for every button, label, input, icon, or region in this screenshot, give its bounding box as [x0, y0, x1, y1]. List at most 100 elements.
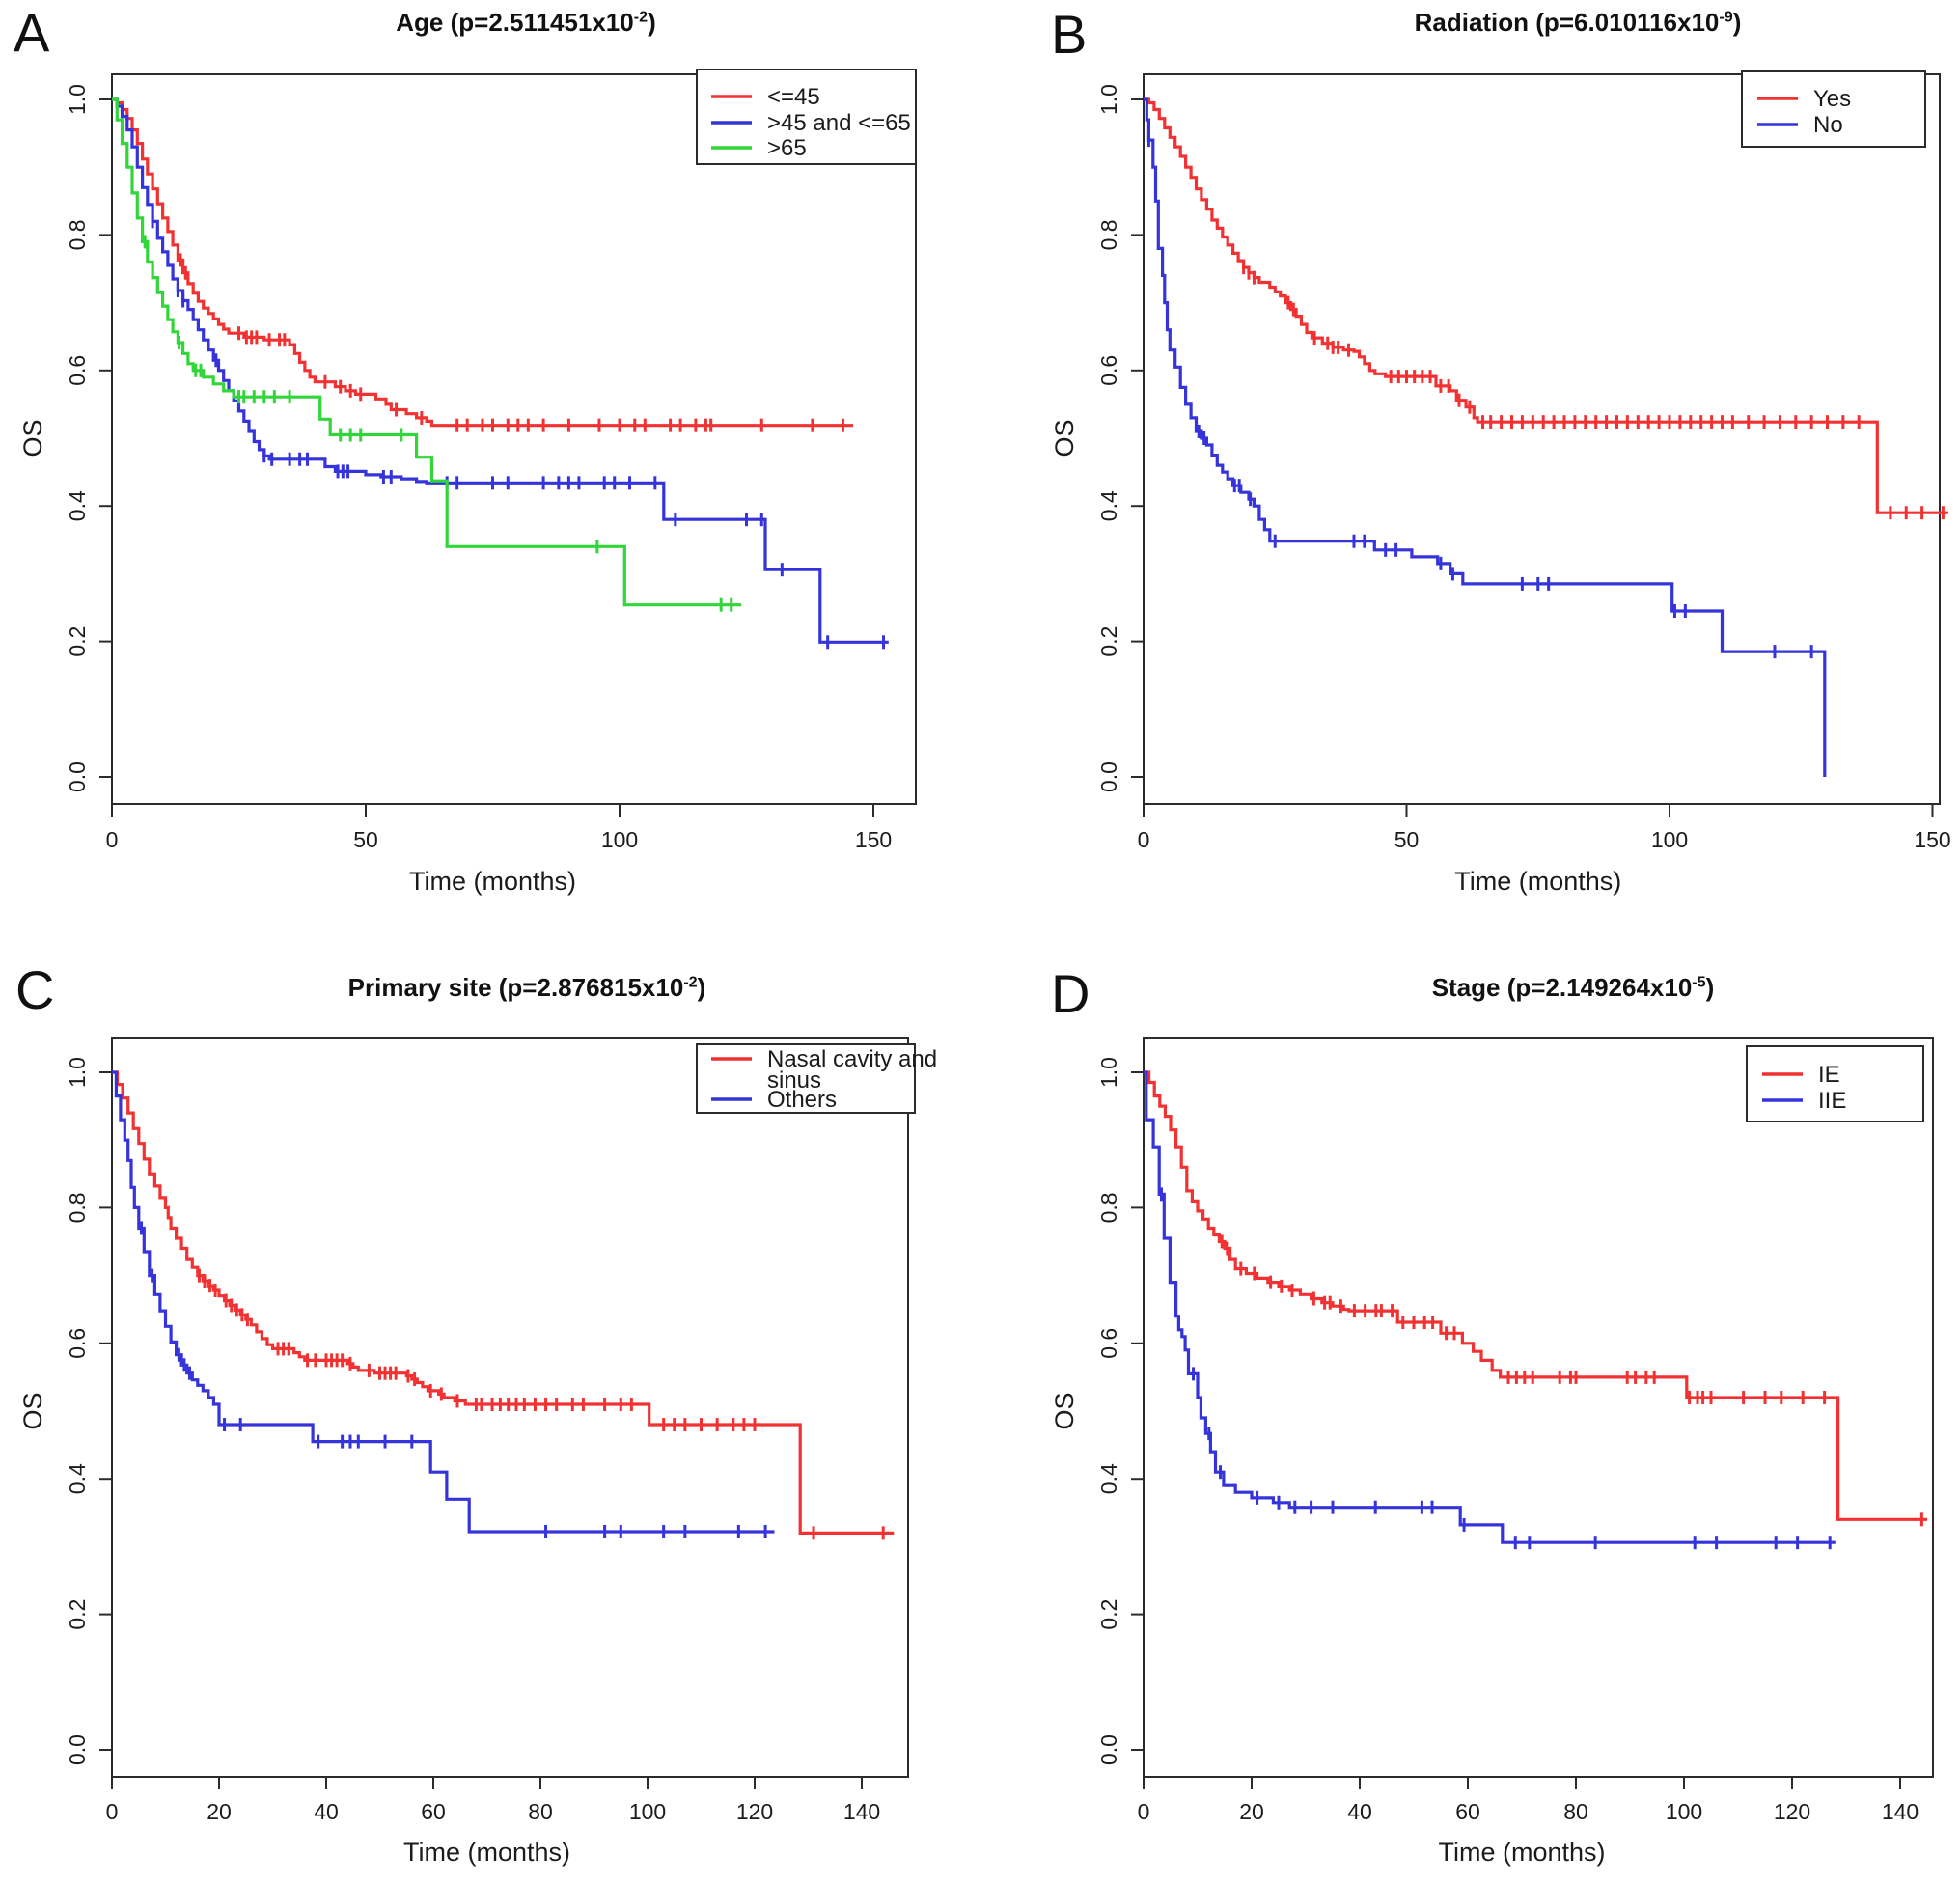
y-tick-label: 0.2	[1096, 626, 1121, 657]
km-plot-C: 0.0 0.2 0.4 0.6 0.8 1.0 0 20 40 60 80 100 120 140 OS Ti…	[18, 1037, 937, 1867]
y-tick-label: 1.0	[1096, 1057, 1121, 1088]
x-tick-label: 140	[843, 1799, 880, 1824]
series-yes	[1144, 97, 1948, 520]
panel-title-c: Primary site (p=2.876815x10-2)	[348, 973, 706, 1003]
km-curve	[1144, 97, 1948, 514]
x-tick-label: 20	[1239, 1799, 1264, 1824]
y-tick-label: 0.0	[65, 762, 90, 792]
panel-letter-c: C	[15, 959, 55, 1020]
title-close: )	[1732, 8, 1742, 37]
y-axis-label: OS	[1050, 419, 1079, 457]
plot-frame	[1143, 1037, 1934, 1778]
panel-C: C Primary site (p=2.876815x10-2) 0.0 0.2 0…	[0, 942, 980, 1884]
legend-label: >65	[767, 135, 807, 161]
x-tick-label: 150	[855, 827, 892, 852]
plot-frame	[1143, 73, 1941, 805]
x-tick-label: 60	[1455, 1799, 1480, 1824]
y-tick-label: 0.8	[1096, 1192, 1121, 1223]
y-tick-label: 1.0	[65, 84, 90, 115]
y-axis: 0.0 0.2 0.4 0.6 0.8 1.0	[1096, 1057, 1144, 1765]
x-tick-label: 0	[106, 827, 119, 852]
y-tick-label: 0.6	[1096, 355, 1121, 386]
y-axis: 0.0 0.2 0.4 0.6 0.8 1.0	[65, 84, 112, 792]
km-curve	[1144, 97, 1827, 777]
title-exponent: -9	[1719, 8, 1733, 26]
y-axis: 0.0 0.2 0.4 0.6 0.8 1.0	[1096, 84, 1144, 792]
y-axis: 0.0 0.2 0.4 0.6 0.8 1.0	[65, 1057, 112, 1765]
panel-A: A Age (p=2.511451x10-2) 0.0 0.2 0.4 0.6 0.8 1…	[0, 0, 980, 942]
title-close: )	[1705, 973, 1715, 1002]
y-tick-label: 0.8	[65, 219, 90, 250]
legend-label: IE	[1818, 1062, 1840, 1088]
km-curve	[112, 1070, 895, 1535]
km-plot-B: 0.0 0.2 0.4 0.6 0.8 1.0 0 50 100 150 OS Time (month…	[1050, 70, 1951, 896]
y-tick-label: 0.8	[1096, 219, 1121, 250]
x-tick-label: 0	[1138, 1799, 1150, 1824]
x-axis: 0 20 40 60 80 100 120 140	[1138, 1777, 1919, 1824]
title-close: )	[648, 8, 656, 37]
km-curve	[1144, 1070, 1836, 1544]
y-tick-label: 0.0	[65, 1734, 90, 1765]
x-tick-label: 120	[736, 1799, 773, 1824]
series-no	[1144, 97, 1827, 777]
y-tick-label: 1.0	[1096, 84, 1121, 115]
x-tick-label: 0	[106, 1799, 119, 1824]
x-tick-label: 0	[1138, 827, 1150, 852]
x-tick-label: 50	[353, 827, 378, 852]
legend-box	[1746, 1045, 1924, 1122]
legend-label: Nasal cavity and	[767, 1046, 937, 1072]
y-tick-label: 0.0	[1096, 1734, 1121, 1765]
y-tick-label: 0.4	[1096, 490, 1121, 521]
series--45	[112, 97, 853, 432]
title-text: Age (p=2.511451x10	[396, 8, 634, 37]
panel-title-b: Radiation (p=6.010116x10-9)	[1415, 8, 1742, 38]
series-ie	[1144, 1070, 1927, 1527]
x-axis-label: Time (months)	[403, 1838, 570, 1867]
x-tick-label: 100	[601, 827, 638, 852]
y-tick-label: 0.6	[1096, 1328, 1121, 1359]
y-tick-label: 0.6	[65, 1328, 90, 1359]
panel-D: D Stage (p=2.149264x10-5) 0.0 0.2 0.4 0.6 0.…	[980, 942, 1959, 1884]
y-tick-label: 0.4	[1096, 1463, 1121, 1494]
legend-label: No	[1813, 112, 1843, 138]
km-curve	[112, 97, 853, 428]
legend-label: <=45	[767, 84, 820, 110]
legend: <=45>45 and <=65>65	[696, 69, 917, 165]
km-plot-D: 0.0 0.2 0.4 0.6 0.8 1.0 0 20 40 60 80 100 120 140 OS Ti…	[1050, 1037, 1934, 1867]
x-tick-label: 100	[1666, 1799, 1702, 1824]
x-axis-label: Time (months)	[1438, 1838, 1605, 1867]
x-axis: 0 50 100 150	[106, 804, 892, 852]
x-tick-label: 140	[1882, 1799, 1919, 1824]
title-exponent: -2	[683, 973, 698, 991]
x-tick-label: 100	[629, 1799, 666, 1824]
x-tick-label: 80	[1563, 1799, 1588, 1824]
x-tick-label: 50	[1394, 827, 1420, 852]
x-axis: 0 50 100 150	[1138, 804, 1951, 852]
km-curve	[112, 97, 742, 607]
km-curve	[112, 97, 889, 644]
legend-label: Others	[767, 1087, 837, 1113]
x-tick-label: 20	[207, 1799, 232, 1824]
km-plot-A: 0.0 0.2 0.4 0.6 0.8 1.0 0 50 100 150 OS Time (month…	[18, 69, 917, 896]
y-tick-label: 0.6	[65, 355, 90, 386]
panel-B: B Radiation (p=6.010116x10-9) 0.0 0.2 0.4 0…	[980, 0, 1959, 942]
plot-frame	[111, 1037, 909, 1778]
y-tick-label: 0.4	[65, 1463, 90, 1494]
x-axis: 0 20 40 60 80 100 120 140	[106, 1777, 880, 1824]
y-axis-label: OS	[1050, 1392, 1079, 1429]
x-tick-label: 60	[421, 1799, 446, 1824]
km-curve	[112, 1070, 775, 1534]
panel-letter-d: D	[1051, 963, 1090, 1024]
x-tick-label: 40	[314, 1799, 339, 1824]
series-nasal-cavity-and-sinus	[112, 1070, 895, 1540]
series--45-and-65	[112, 97, 889, 650]
title-exponent: -2	[633, 8, 649, 26]
legend-label: IIE	[1818, 1088, 1846, 1114]
legend-label: Yes	[1813, 86, 1851, 112]
y-tick-label: 0.8	[65, 1192, 90, 1223]
panel-letter-a: A	[14, 2, 50, 63]
km-curve	[1144, 1070, 1927, 1521]
x-tick-label: 100	[1651, 827, 1688, 852]
